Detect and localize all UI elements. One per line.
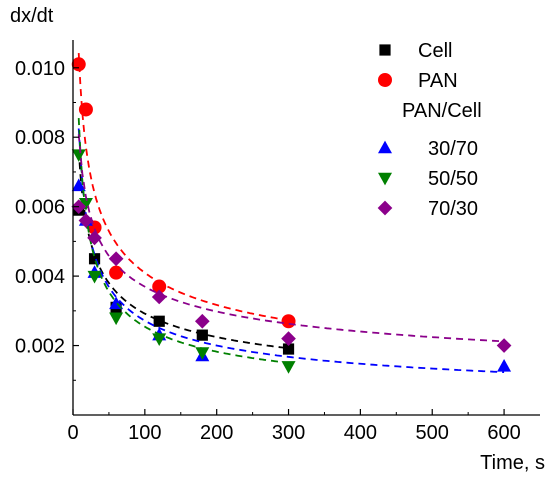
fit-curve bbox=[77, 118, 289, 364]
x-ticks: 0 100 200 300 400 500 600 bbox=[67, 409, 521, 444]
data-point bbox=[108, 251, 124, 267]
data-point bbox=[71, 57, 86, 72]
y-ticks: 0.002 0.004 0.006 0.008 0.010 bbox=[15, 58, 79, 381]
fit-curve bbox=[77, 150, 289, 350]
data-point bbox=[71, 149, 86, 162]
y-tick-label: 0.010 bbox=[15, 58, 65, 80]
data-point bbox=[196, 329, 208, 341]
y-tick-label: 0.006 bbox=[15, 197, 65, 219]
series-50-50 bbox=[71, 118, 296, 374]
data-point bbox=[497, 359, 512, 372]
fit-curve bbox=[77, 53, 289, 322]
y-tick-label: 0.002 bbox=[15, 336, 65, 358]
data-point bbox=[78, 213, 94, 228]
data-point bbox=[496, 338, 512, 353]
data-point bbox=[152, 333, 167, 346]
x-tick-label: 400 bbox=[344, 422, 377, 444]
legend: PAN/Cell Cell PAN 30/70 50/50 70/30 bbox=[377, 40, 482, 220]
legend-group-title: PAN/Cell bbox=[402, 100, 482, 122]
data-point bbox=[109, 312, 124, 326]
y-tick-label: 0.004 bbox=[15, 266, 65, 288]
x-tick-label: 500 bbox=[416, 422, 449, 444]
data-point bbox=[281, 331, 296, 346]
x-tick-label: 600 bbox=[487, 422, 520, 444]
legend-marker bbox=[377, 200, 393, 216]
x-tick-label: 100 bbox=[128, 422, 161, 444]
legend-label: 70/30 bbox=[428, 198, 478, 220]
y-axis-label: dx/dt bbox=[10, 5, 54, 27]
data-point bbox=[281, 314, 296, 329]
fit-curve bbox=[77, 128, 505, 373]
axes: 0 100 200 300 400 500 600 0.002 0.004 0.006 0.008… bbox=[15, 40, 540, 444]
data-point bbox=[78, 197, 93, 211]
data-point bbox=[78, 102, 93, 117]
data-point bbox=[87, 270, 102, 284]
plot-area bbox=[71, 53, 512, 374]
data-point bbox=[71, 178, 86, 192]
y-tick-label: 0.008 bbox=[15, 127, 65, 149]
x-tick-label: 300 bbox=[272, 422, 305, 444]
fit-curve bbox=[77, 134, 505, 343]
data-point bbox=[195, 347, 210, 360]
data-point bbox=[282, 343, 295, 355]
legend-label: 30/70 bbox=[428, 138, 478, 160]
data-point bbox=[153, 315, 165, 327]
legend-marker bbox=[378, 140, 392, 154]
legend-marker bbox=[378, 172, 392, 186]
data-point bbox=[194, 313, 210, 329]
legend-marker bbox=[379, 44, 391, 56]
data-point bbox=[109, 265, 124, 280]
data-point bbox=[88, 253, 101, 265]
data-point bbox=[281, 361, 296, 374]
legend-label: Cell bbox=[418, 40, 452, 62]
legend-marker bbox=[378, 73, 392, 87]
data-point bbox=[151, 289, 167, 305]
x-tick-label: 0 bbox=[67, 422, 78, 444]
x-axis-label: Time, s bbox=[480, 452, 545, 474]
data-point bbox=[152, 279, 167, 294]
x-tick-label: 200 bbox=[200, 422, 233, 444]
legend-label: PAN bbox=[418, 70, 458, 92]
legend-label: 50/50 bbox=[428, 168, 478, 190]
data-point bbox=[87, 230, 102, 246]
